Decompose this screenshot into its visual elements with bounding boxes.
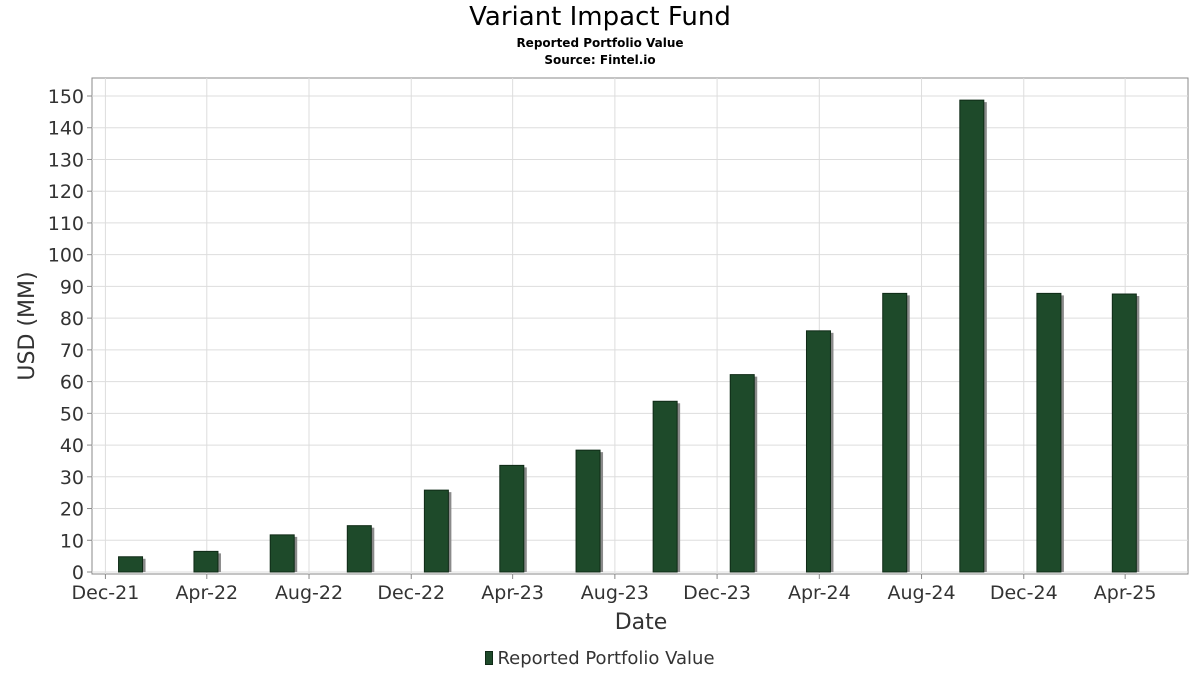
x-tick-label: Dec-24	[990, 582, 1058, 604]
bar	[499, 464, 525, 573]
chart-title: Variant Impact Fund	[469, 2, 731, 32]
x-tick-label: Dec-21	[72, 582, 140, 604]
x-tick-label: Aug-22	[275, 582, 343, 604]
y-tick-label: 40	[60, 435, 84, 457]
y-axis-label: USD (MM)	[15, 271, 40, 380]
y-tick-label: 90	[60, 276, 84, 298]
bar	[346, 525, 372, 573]
y-axis: 0 10 20 30 40 50 60 70 80 90 100 110 120 130 140 150	[48, 86, 92, 584]
bar	[269, 534, 295, 573]
bar	[193, 550, 219, 573]
x-tick-label: Apr-22	[175, 582, 238, 604]
x-tick-label: Dec-22	[377, 582, 445, 604]
x-tick-label: Aug-23	[581, 582, 649, 604]
x-axis-label: Date	[615, 610, 668, 635]
y-tick-label: 80	[60, 308, 84, 330]
bar	[729, 374, 755, 573]
bar	[1036, 292, 1062, 573]
plot-area	[91, 77, 1189, 575]
y-tick-label: 20	[60, 499, 84, 521]
legend-label: Reported Portfolio Value	[497, 648, 715, 669]
bar	[805, 330, 831, 573]
x-tick-label: Dec-23	[683, 582, 751, 604]
y-tick-label: 70	[60, 340, 84, 362]
bar	[959, 99, 985, 573]
chart-subtitle: Reported Portfolio Value	[516, 36, 684, 50]
y-tick-label: 110	[48, 213, 84, 235]
y-tick-label: 150	[48, 86, 84, 108]
bar	[1111, 293, 1137, 573]
bar	[652, 400, 678, 573]
y-tick-label: 140	[48, 118, 84, 140]
bar	[882, 292, 908, 573]
chart-source: Source: Fintel.io	[544, 53, 656, 67]
x-tick-label: Apr-25	[1094, 582, 1157, 604]
y-tick-label: 60	[60, 372, 84, 394]
x-tick-label: Aug-24	[887, 582, 955, 604]
bar	[575, 449, 601, 573]
bar	[118, 556, 144, 573]
x-tick-label: Apr-24	[788, 582, 851, 604]
x-tick-label: Apr-23	[481, 582, 544, 604]
y-tick-label: 130	[48, 149, 84, 171]
legend: Reported Portfolio Value	[0, 648, 1200, 670]
grid-lines	[92, 78, 1188, 574]
y-tick-label: 100	[48, 245, 84, 267]
y-tick-label: 50	[60, 403, 84, 425]
y-tick-label: 0	[72, 562, 84, 584]
y-tick-label: 120	[48, 181, 84, 203]
bars	[118, 99, 1140, 573]
legend-swatch	[485, 651, 494, 665]
x-axis: Dec-21 Apr-22 Aug-22 Dec-22 Apr-23 Aug-23 Dec-…	[72, 574, 1157, 604]
y-tick-label: 30	[60, 467, 84, 489]
bar	[423, 489, 449, 573]
y-tick-label: 10	[60, 530, 84, 552]
